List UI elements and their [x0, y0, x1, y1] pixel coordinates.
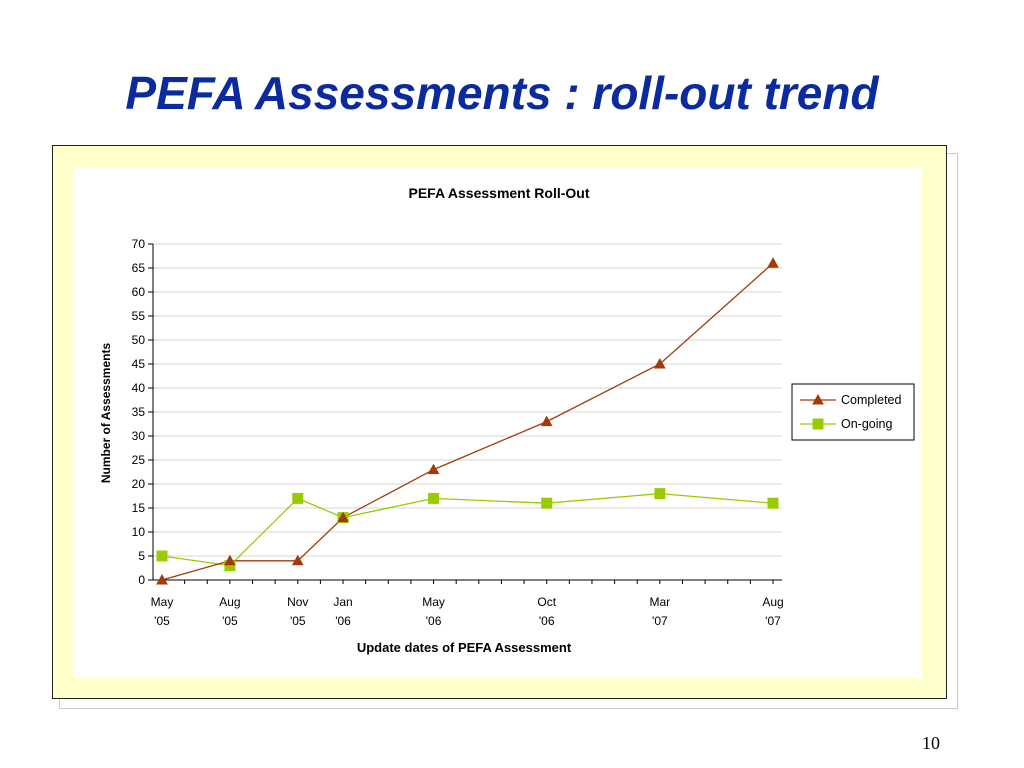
chart-title: PEFA Assessment Roll-Out: [408, 185, 589, 201]
grid-lines: [153, 243, 782, 557]
y-tick-label: 25: [132, 453, 146, 467]
data-point-completed: [337, 511, 349, 523]
x-tick-label: '07: [765, 614, 781, 628]
x-tick-label: Oct: [537, 595, 556, 609]
data-point-completed: [654, 357, 666, 369]
y-tick-label: 10: [132, 525, 146, 539]
y-tick-label: 65: [132, 261, 146, 275]
data-series: [156, 257, 779, 585]
y-tick-label: 45: [132, 357, 146, 371]
x-tick-label: '05: [154, 614, 170, 628]
x-tick-label: May: [151, 595, 174, 609]
chart-panel: [74, 168, 922, 678]
slide-title: PEFA Assessments : roll-out trend: [125, 67, 879, 119]
y-tick-label: 20: [132, 477, 146, 491]
x-tick-label: '06: [426, 614, 442, 628]
data-point-on-going: [156, 550, 168, 562]
series-line-on-going: [161, 492, 774, 567]
y-tick-label: 40: [132, 381, 146, 395]
x-tick-label: Aug: [219, 595, 240, 609]
legend-box: [791, 383, 915, 441]
y-tick-label: 30: [132, 429, 146, 443]
data-point-completed: [767, 257, 779, 268]
x-tick-label: '05: [290, 614, 306, 628]
x-tick-label: May: [422, 595, 445, 609]
data-point-on-going: [428, 492, 440, 504]
axes: [148, 243, 782, 584]
x-tick-label: Mar: [650, 595, 671, 609]
y-tick-label: 60: [132, 285, 146, 299]
data-point-on-going: [292, 492, 304, 504]
data-point-completed: [291, 554, 304, 566]
data-point-on-going: [654, 488, 666, 500]
y-tick-label: 35: [132, 405, 146, 419]
legend-label: On-going: [841, 417, 892, 431]
y-tick-label: 50: [132, 333, 146, 347]
legend-label: Completed: [841, 393, 901, 407]
y-tick-label: 15: [132, 501, 146, 515]
x-tick-label: '06: [539, 614, 555, 628]
data-point-on-going: [541, 497, 553, 509]
x-tick-label: Aug: [762, 595, 783, 609]
x-tick-label: Nov: [287, 595, 308, 609]
x-axis-label: Update dates of PEFA Assessment: [357, 640, 572, 655]
x-tick-label: Jan: [333, 595, 352, 609]
line-chart: 0 5 10 15 20 25 30 35 40 45 50 55 60 65 70 May '05 Aug '05…: [99, 185, 915, 655]
legend-marker: [812, 393, 824, 405]
legend-marker: [812, 418, 824, 430]
data-point-completed: [427, 463, 440, 475]
y-tick-label: 70: [132, 237, 146, 251]
slide-number: 10: [922, 733, 940, 753]
tick-labels: 0 5 10 15 20 25 30 35 40 45 50 55 60 65 70 May '05 Aug '05…: [132, 237, 784, 628]
x-tick-label: '07: [652, 614, 668, 628]
x-tick-label: '06: [335, 614, 351, 628]
data-point-completed: [540, 415, 553, 427]
data-point-completed: [224, 554, 236, 566]
series-line-completed: [161, 262, 774, 581]
chart-legend: Completed On-going: [791, 383, 915, 441]
y-tick-label: 55: [132, 309, 146, 323]
x-tick-label: '05: [222, 614, 238, 628]
y-axis-label: Number of Assessments: [99, 343, 113, 484]
data-point-completed: [156, 573, 168, 585]
data-point-on-going: [767, 497, 779, 509]
y-tick-label: 5: [138, 549, 145, 563]
y-tick-label: 0: [138, 573, 145, 587]
